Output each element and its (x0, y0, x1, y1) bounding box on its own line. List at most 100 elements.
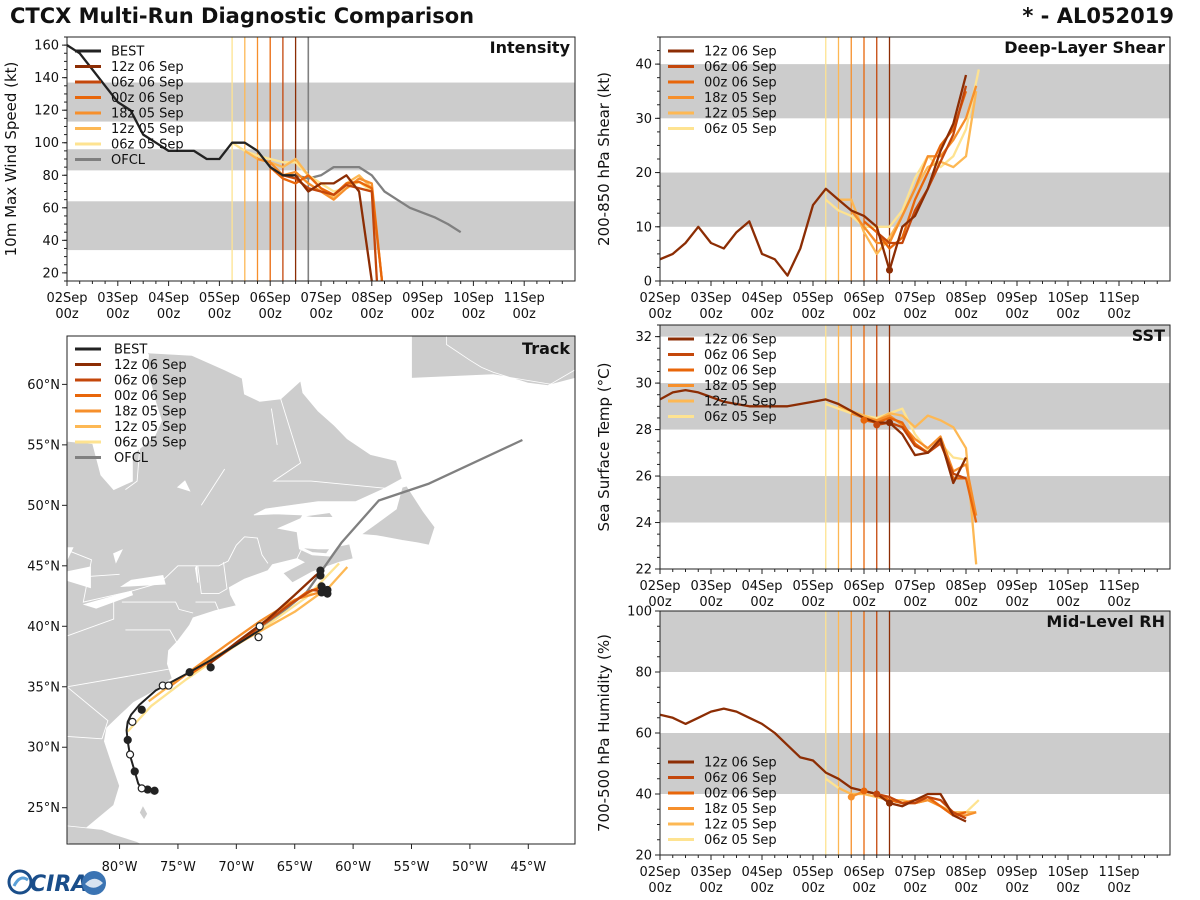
legend-label: 00z 06 Sep (114, 389, 187, 404)
x-tick-label-day: 03Sep (690, 579, 731, 594)
land-mass (138, 804, 149, 821)
y-tick-label: 26 (635, 470, 652, 485)
legend-label: 06z 05 Sep (114, 436, 187, 451)
land-mass (67, 825, 143, 844)
shaded-band (67, 82, 575, 122)
y-tick-label: 100 (34, 136, 59, 151)
legend-label: 06z 05 Sep (111, 138, 184, 153)
x-tick-label-day: 09Sep (996, 579, 1037, 594)
y-tick-label: 24 (635, 516, 652, 531)
series-line-r12z06 (294, 174, 373, 281)
x-tick-label-day: 04Sep (741, 865, 782, 880)
legend-label: 18z 05 Sep (704, 91, 777, 106)
lon-tick-label: 60°W (335, 860, 371, 875)
x-tick-label-hour: 00z (411, 307, 435, 322)
track-point (255, 622, 264, 631)
x-tick-label-hour: 00z (954, 307, 978, 322)
y-tick-label: 100 (627, 605, 652, 620)
x-tick-label-day: 02Sep (639, 579, 680, 594)
legend-label: 12z 05 Sep (111, 122, 184, 137)
y-tick-label: 60 (42, 201, 59, 216)
legend-label: 06z 06 Sep (704, 60, 777, 75)
political-border (200, 468, 226, 506)
x-tick-label-day: 07Sep (894, 865, 935, 880)
rh-panel: 2040608010002Sep00z03Sep00z04Sep00z05Sep… (595, 605, 1171, 896)
y-axis-label: Sea Surface Temp (°C) (595, 362, 613, 531)
lat-tick-label: 55°N (27, 438, 60, 453)
x-tick-label-day: 10Sep (453, 291, 494, 306)
legend-label: 00z 06 Sep (111, 91, 184, 106)
track-point (254, 633, 263, 642)
series-line-r12z05 (838, 405, 978, 565)
lat-tick-label: 35°N (27, 680, 60, 695)
political-border (296, 548, 303, 559)
lat-tick-label: 40°N (27, 620, 60, 635)
legend-label: BEST (111, 45, 144, 60)
lon-tick-label: 45°W (510, 860, 546, 875)
legend-label: 12z 06 Sep (114, 358, 187, 373)
panel-label: Track (522, 339, 570, 358)
track-point (164, 681, 173, 690)
legend-label: 12z 05 Sep (114, 420, 187, 435)
x-tick-label-hour: 00z (1056, 595, 1080, 610)
y-tick-label: 60 (635, 727, 652, 742)
x-tick-label-day: 11Sep (1098, 291, 1139, 306)
x-tick-label-day: 09Sep (402, 291, 443, 306)
x-tick-label-hour: 00z (801, 307, 825, 322)
legend-label: OFCL (111, 153, 146, 168)
y-tick-label: 22 (635, 563, 652, 578)
x-tick-label-day: 05Sep (792, 865, 833, 880)
intensity-panel: 2040608010012014016002Sep00z03Sep00z04Se… (2, 36, 576, 322)
shaded-band (660, 64, 1170, 119)
x-tick-label-hour: 00z (801, 881, 825, 896)
land-mass (301, 547, 331, 555)
x-tick-label-day: 10Sep (1047, 579, 1088, 594)
legend-label: 06z 05 Sep (704, 410, 777, 425)
series-group (67, 44, 462, 281)
y-tick-label: 28 (635, 423, 652, 438)
track-point (123, 735, 132, 745)
x-tick-label-day: 05Sep (792, 291, 833, 306)
y-tick-label: 80 (42, 169, 59, 184)
x-tick-label-hour: 00z (699, 595, 723, 610)
political-border (125, 629, 179, 645)
x-tick-label-hour: 00z (954, 595, 978, 610)
x-tick-label-hour: 00z (1107, 881, 1131, 896)
init-point (873, 790, 881, 798)
shear-panel: 01020304002Sep00z03Sep00z04Sep00z05Sep00… (595, 36, 1171, 322)
y-tick-label: 160 (34, 39, 59, 54)
lon-tick-label: 55°W (394, 860, 430, 875)
political-border (67, 686, 109, 739)
x-tick-label-hour: 00z (1056, 307, 1080, 322)
y-tick-label: 30 (635, 112, 652, 127)
political-border (125, 354, 150, 490)
x-tick-label-day: 06Sep (250, 291, 291, 306)
x-tick-label-hour: 00z (462, 307, 486, 322)
init-point (886, 266, 893, 274)
series-line-r18z05 (850, 412, 978, 516)
y-tick-label: 40 (635, 58, 652, 73)
series-group (660, 707, 980, 823)
track-point (185, 668, 194, 677)
x-tick-label-day: 11Sep (1098, 865, 1139, 880)
shaded-band (660, 611, 1170, 672)
legend-label: 12z 06 Sep (704, 756, 777, 771)
legend-label: 12z 05 Sep (704, 395, 777, 410)
series-line-r00z06 (269, 166, 384, 281)
political-border (272, 398, 388, 489)
legend-label: 18z 05 Sep (704, 379, 777, 394)
series-line-r12z06 (660, 707, 967, 823)
x-tick-label-day: 06Sep (843, 579, 884, 594)
x-tick-label-hour: 00z (903, 881, 927, 896)
series-line-r12z06 (660, 388, 968, 485)
track-point (137, 705, 146, 714)
lat-tick-label: 30°N (27, 741, 60, 756)
x-tick-label-hour: 00z (513, 307, 537, 322)
y-tick-label: 0 (644, 275, 652, 290)
shaded-band (660, 325, 1170, 337)
y-tick-label: 10 (635, 220, 652, 235)
series-group (660, 69, 980, 277)
x-tick-label-day: 04Sep (148, 291, 189, 306)
y-tick-label: 30 (635, 377, 652, 392)
shaded-band (660, 476, 1170, 523)
